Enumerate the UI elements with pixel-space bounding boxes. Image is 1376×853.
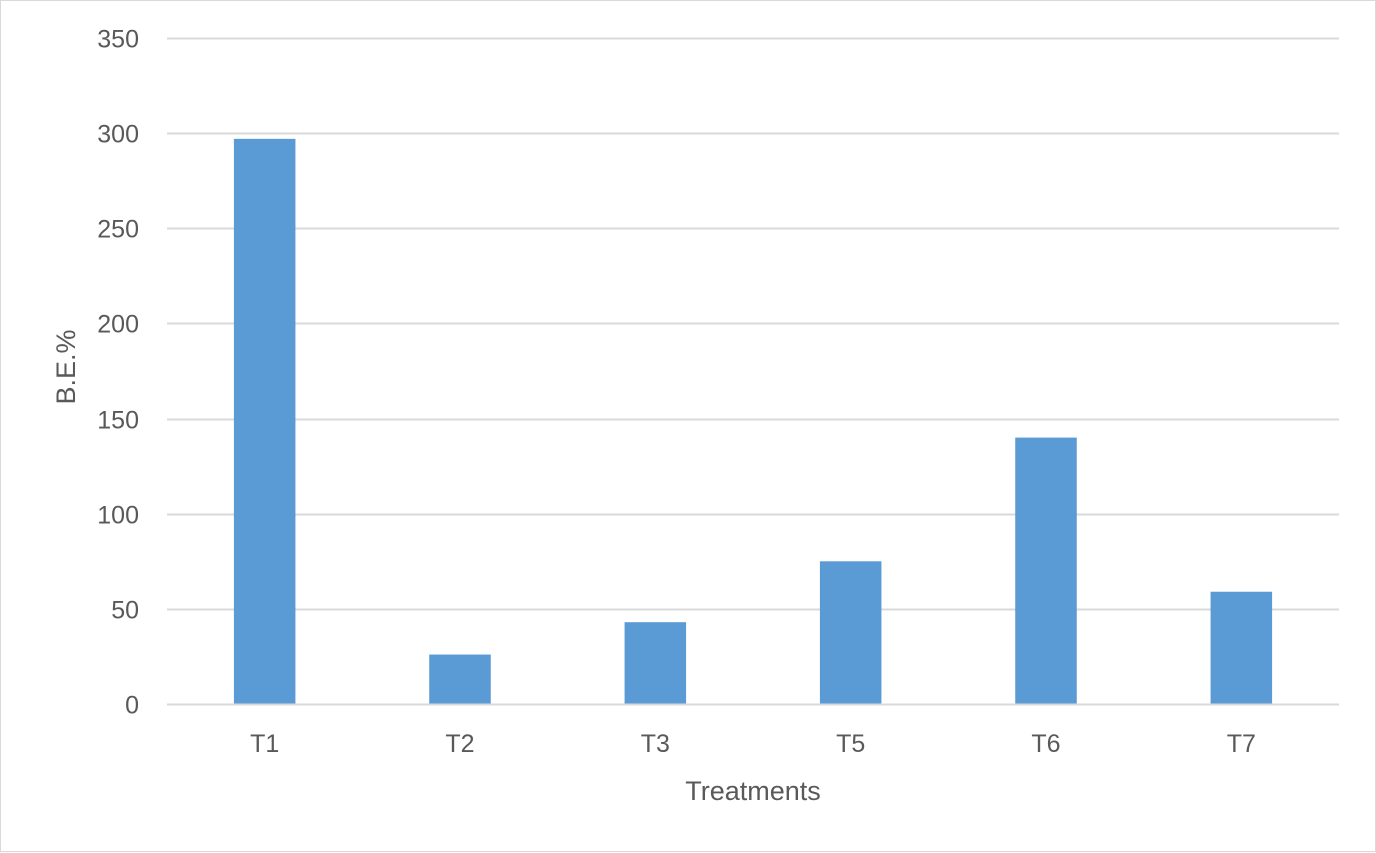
y-tick-label: 0 <box>125 692 139 720</box>
y-tick-label: 200 <box>97 311 139 339</box>
bar-t1 <box>233 138 296 704</box>
x-axis-ticks: T1 T2 T3 T5 T6 T7 <box>250 730 1256 758</box>
x-tick-label: T1 <box>250 730 279 758</box>
bar-t6 <box>1015 437 1077 704</box>
gridlines <box>167 37 1339 706</box>
y-tick-label: 350 <box>97 26 139 54</box>
x-tick-label: T3 <box>641 730 670 758</box>
x-tick-label: T7 <box>1227 730 1256 758</box>
y-tick-label: 300 <box>97 121 139 149</box>
y-tick-label: 50 <box>111 597 139 625</box>
y-axis-title: B.E.% <box>51 329 81 404</box>
bar-t3 <box>624 622 687 704</box>
x-axis-title: Treatments <box>685 776 821 806</box>
bar-t2 <box>429 654 491 704</box>
y-tick-label: 250 <box>97 216 139 244</box>
x-tick-label: T6 <box>1031 730 1060 758</box>
y-tick-label: 100 <box>97 502 139 530</box>
y-axis-ticks: 0 50 100 150 200 250 300 350 <box>97 26 139 720</box>
y-tick-label: 150 <box>97 407 139 435</box>
x-tick-label: T2 <box>445 730 474 758</box>
x-tick-label: T5 <box>836 730 865 758</box>
bar-t5 <box>819 561 882 704</box>
bars <box>167 138 1339 706</box>
bar-t7 <box>1210 591 1273 704</box>
